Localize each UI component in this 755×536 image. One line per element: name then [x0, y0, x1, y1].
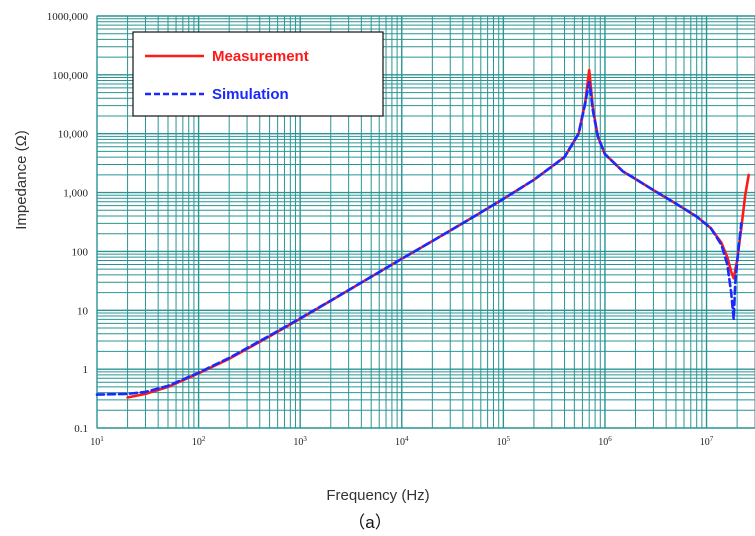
y-tick-label: 100,000: [52, 70, 88, 82]
y-tick-label: 1,000: [63, 188, 88, 200]
x-axis-label: Frequency (Hz): [326, 487, 429, 504]
plot-frame: [96, 15, 755, 429]
x-tick-label: 101: [90, 435, 104, 448]
y-tick-label: 0.1: [74, 423, 88, 435]
y-tick-label: 100: [72, 246, 89, 258]
legend-label-measurement: Measurement: [212, 48, 309, 65]
legend: Measurement Simulation: [132, 31, 384, 117]
x-tick-label: 105: [497, 435, 511, 448]
y-tick-label: 10,000: [58, 129, 89, 141]
x-tick-label: 102: [192, 435, 206, 448]
legend-label-simulation: Simulation: [212, 86, 289, 103]
series-line-simulation: [95, 80, 743, 396]
x-tick-label: 107: [700, 435, 714, 448]
x-tick-labels: 101 102 103 104 105 106 107: [90, 435, 714, 448]
figure-caption: （a）: [348, 513, 391, 532]
legend-box: [132, 31, 384, 117]
x-tick-label: 106: [598, 435, 612, 448]
y-tick-label: 10: [77, 305, 89, 317]
x-tick-label: 104: [395, 435, 409, 448]
y-tick-label: 1: [83, 364, 89, 376]
y-axis-label: Impedance (Ω): [13, 130, 30, 230]
x-tick-label: 103: [293, 435, 307, 448]
y-tick-labels: 0.1 1 10 100 1,000 10,000 100,000 1000,000: [47, 11, 89, 435]
y-tick-label: 1000,000: [47, 11, 89, 23]
series-layer: [95, 68, 750, 399]
